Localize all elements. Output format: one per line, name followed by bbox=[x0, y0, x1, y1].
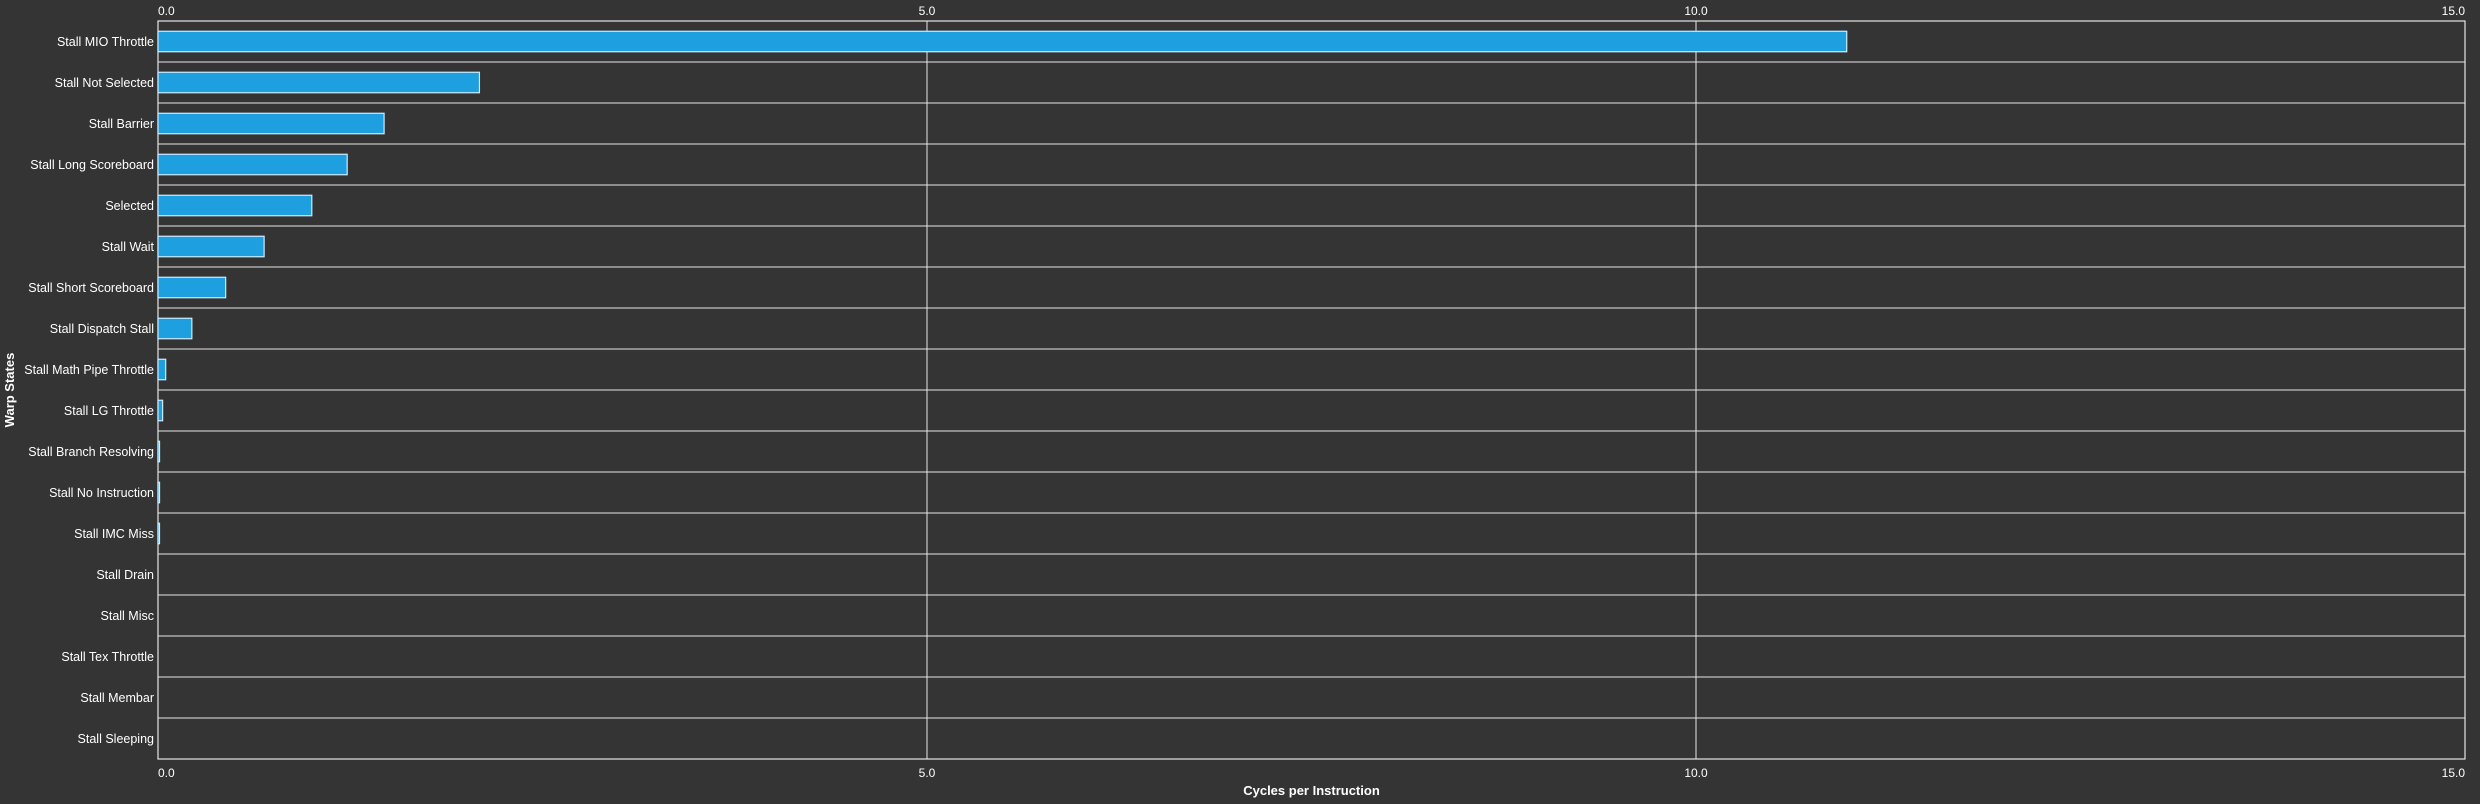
y-axis-title: Warp States bbox=[2, 353, 17, 428]
bars bbox=[157, 30, 1848, 545]
category-label: Stall Tex Throttle bbox=[61, 650, 154, 664]
category-label: Stall MIO Throttle bbox=[57, 35, 154, 49]
bar bbox=[157, 153, 348, 176]
category-label: Stall LG Throttle bbox=[64, 404, 154, 418]
category-label: Stall Wait bbox=[102, 240, 155, 254]
category-labels: Stall MIO Throttle Stall Not Selected Stal… bbox=[24, 35, 154, 746]
x-tick-label-top: 10.0 bbox=[1684, 4, 1708, 18]
bar bbox=[157, 235, 265, 258]
bar bbox=[157, 481, 161, 504]
bar bbox=[157, 358, 167, 381]
tick-labels: 0.0 0.0 5.0 5.0 10.0 10.0 15.0 15.0 bbox=[158, 4, 2465, 780]
bar bbox=[157, 399, 164, 422]
category-label: Stall Membar bbox=[80, 691, 154, 705]
x-tick-label-bottom: 5.0 bbox=[919, 766, 936, 780]
category-label: Stall Dispatch Stall bbox=[50, 322, 154, 336]
category-label: Stall Not Selected bbox=[55, 76, 154, 90]
bar bbox=[157, 522, 161, 545]
bar bbox=[157, 71, 481, 94]
bar bbox=[157, 112, 385, 135]
category-label: Selected bbox=[105, 199, 154, 213]
category-label: Stall Math Pipe Throttle bbox=[24, 363, 154, 377]
bar bbox=[157, 276, 227, 299]
category-label: Stall Long Scoreboard bbox=[30, 158, 154, 172]
category-label: Stall IMC Miss bbox=[74, 527, 154, 541]
category-label: Stall Branch Resolving bbox=[28, 445, 154, 459]
x-tick-label-top: 5.0 bbox=[919, 4, 936, 18]
bar bbox=[157, 440, 161, 463]
category-label: Stall No Instruction bbox=[49, 486, 154, 500]
category-label: Stall Sleeping bbox=[78, 732, 154, 746]
x-tick-label-top: 15.0 bbox=[2442, 4, 2466, 18]
x-tick-label-bottom: 10.0 bbox=[1684, 766, 1708, 780]
bar bbox=[157, 317, 193, 340]
grid-lines bbox=[157, 20, 2466, 760]
bar bbox=[157, 194, 313, 217]
bar bbox=[157, 30, 1848, 53]
category-label: Stall Short Scoreboard bbox=[28, 281, 154, 295]
x-tick-label-top: 0.0 bbox=[158, 4, 175, 18]
category-label: Stall Barrier bbox=[89, 117, 154, 131]
x-tick-label-bottom: 0.0 bbox=[158, 766, 175, 780]
category-label: Stall Misc bbox=[101, 609, 154, 623]
category-label: Stall Drain bbox=[96, 568, 154, 582]
x-tick-label-bottom: 15.0 bbox=[2442, 766, 2466, 780]
x-axis-title: Cycles per Instruction bbox=[1243, 783, 1380, 798]
